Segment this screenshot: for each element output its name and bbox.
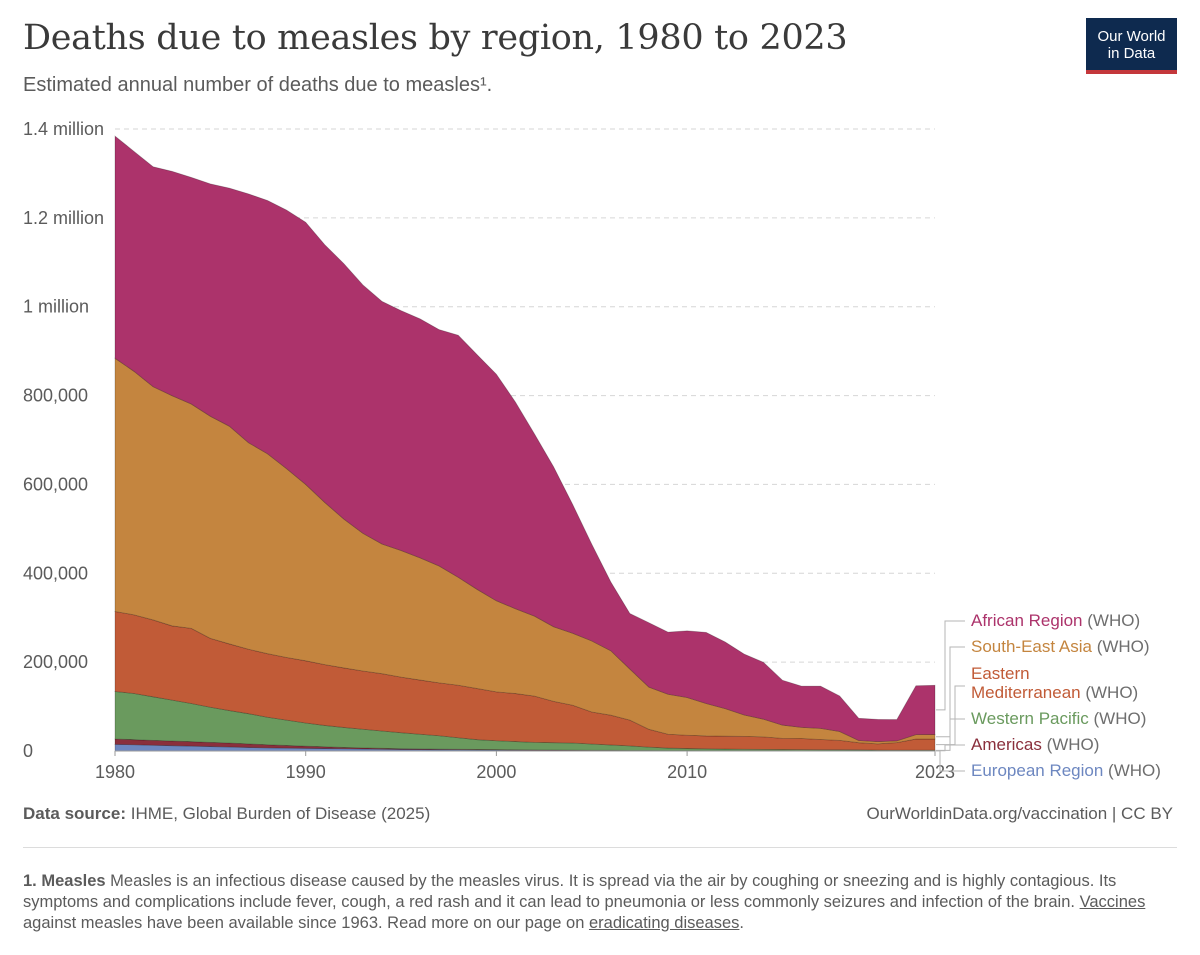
vaccines-link[interactable]: Vaccines [1079,893,1146,911]
stacked-area-chart: 0 200,000 400,000 600,000 800,000 1 million 1.… [23,119,1161,782]
legend-label-south-east-asia[interactable]: South-East Asia (WHO) [971,637,1150,656]
owid-logo[interactable]: Our World in Data [1086,18,1177,74]
x-tick-label: 2023 [915,762,955,782]
area-series-group [114,135,936,752]
chart-subtitle: Estimated annual number of deaths due to… [23,74,493,96]
y-axis: 0 200,000 400,000 600,000 800,000 1 million 1.… [23,119,104,761]
area-eastern-mediterranean[interactable] [114,611,936,751]
y-tick-label: 1.4 million [23,119,104,139]
legend-connector [936,646,965,738]
legend-label-western-pacific[interactable]: Western Pacific (WHO) [971,709,1146,728]
x-tick-label: 2000 [476,762,516,782]
footer-divider [23,847,1177,848]
x-tick-label: 1990 [286,762,326,782]
y-tick-label: 600,000 [23,474,88,494]
eradicating-diseases-link[interactable]: eradicating diseases [588,914,740,932]
footnote-text-1: Measles is an infectious disease caused … [23,872,1117,911]
data-source-label: Data source: [23,804,126,823]
legend-connector [936,620,965,711]
chart-title: Deaths due to measles by region, 1980 to… [23,18,848,58]
source-url[interactable]: OurWorldinData.org/vaccination | CC BY [866,804,1173,823]
y-tick-label: 800,000 [23,386,88,406]
area-south-east-asia[interactable] [114,357,936,745]
legend-label-americas[interactable]: Americas (WHO) [971,735,1099,754]
legend: African Region (WHO) South-East Asia (WHO… [936,611,1161,780]
y-tick-label: 1.2 million [23,208,104,228]
x-tick-label: 2010 [667,762,707,782]
x-axis: 1980 1990 2000 2010 2023 [95,750,955,782]
y-tick-label: 1 million [23,297,89,317]
legend-connector [936,750,965,772]
area-african-region[interactable] [114,135,936,743]
legend-label-european-region[interactable]: European Region (WHO) [971,761,1161,780]
footnote: 1. Measles Measles is an infectious dise… [23,871,1173,934]
y-tick-label: 0 [23,741,33,761]
data-source: Data source: IHME, Global Burden of Dise… [23,804,430,824]
footnote-text-3: . [739,914,745,932]
legend-label-eastern-mediterranean[interactable]: Eastern Mediterranean (WHO) [971,664,1138,702]
x-tick-label: 1980 [95,762,135,782]
logo-line-2: in Data [1107,45,1156,62]
logo-accent-bar [1086,70,1177,74]
footnote-marker: 1. Measles [23,872,106,890]
y-tick-label: 400,000 [23,563,88,583]
footnote-text-2: against measles have been available sinc… [23,914,585,932]
legend-connector [936,718,965,751]
data-source-text: IHME, Global Burden of Disease (2025) [130,804,431,823]
logo-line-1: Our World [1097,28,1166,45]
y-tick-label: 200,000 [23,652,88,672]
legend-label-african-region[interactable]: African Region (WHO) [971,611,1140,630]
